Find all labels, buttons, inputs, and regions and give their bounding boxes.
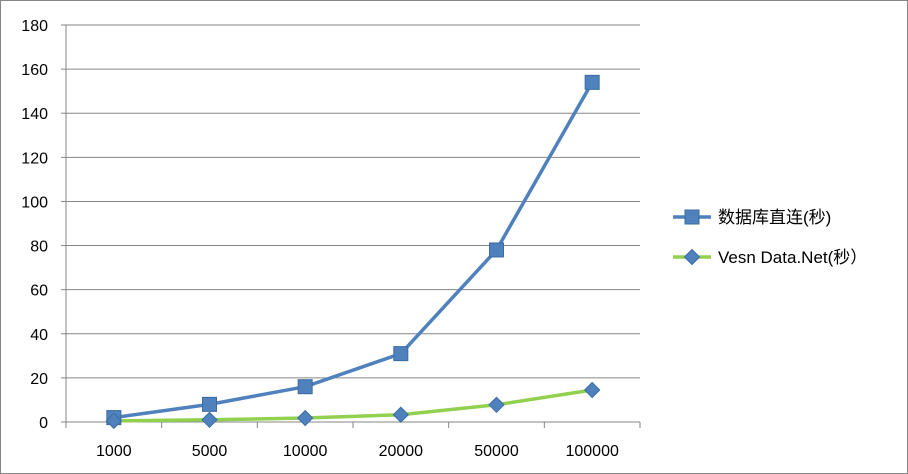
y-axis-tick-labels: 0 20 40 60 80 100 120 140 160 180 [21, 18, 48, 432]
series-lines [113, 81, 594, 423]
y-tick-label: 0 [39, 415, 48, 432]
series-line-2 [113, 388, 593, 423]
data-point-series-1 [489, 242, 504, 258]
data-point-series-2 [583, 381, 601, 399]
y-tick-label: 140 [21, 106, 48, 123]
x-axis-tick-labels: 1000 5000 10000 20000 50000 100000 [96, 443, 619, 460]
legend: 数据库直连(秒) Vesn Data.Net(秒） [673, 208, 867, 267]
data-point-series-2 [296, 409, 314, 427]
y-tick-label: 80 [30, 239, 48, 256]
legend-label: 数据库直连(秒) [718, 208, 831, 227]
data-point-series-1 [584, 74, 600, 90]
gridlines [66, 24, 640, 379]
x-tick-label: 20000 [379, 443, 424, 460]
x-tick-label: 10000 [283, 443, 328, 460]
data-point-series-1 [297, 379, 313, 395]
y-tick-label: 180 [21, 18, 48, 35]
x-tick-label: 1000 [96, 443, 132, 460]
series-markers [105, 74, 601, 430]
y-tick-label: 120 [21, 150, 48, 167]
data-point-series-1 [393, 346, 409, 362]
data-point-series-1 [202, 396, 217, 412]
data-point-series-2 [105, 412, 123, 430]
legend-label: Vesn Data.Net(秒） [718, 248, 867, 267]
data-point-series-2 [392, 406, 410, 423]
x-tick-label: 5000 [192, 443, 228, 460]
series-line-1 [113, 81, 594, 420]
y-tick-label: 40 [30, 327, 48, 344]
y-tick-label: 20 [30, 371, 48, 388]
x-tick-label: 100000 [565, 443, 618, 460]
data-point-series-2 [201, 411, 218, 429]
y-tick-label: 160 [21, 62, 48, 79]
legend-swatch-marker [683, 248, 701, 266]
x-tick-label: 50000 [474, 443, 519, 460]
legend-swatch-marker [684, 209, 700, 225]
axes [61, 24, 641, 428]
data-point-series-2 [488, 396, 505, 414]
y-tick-label: 100 [21, 194, 48, 211]
y-tick-label: 60 [30, 283, 48, 300]
